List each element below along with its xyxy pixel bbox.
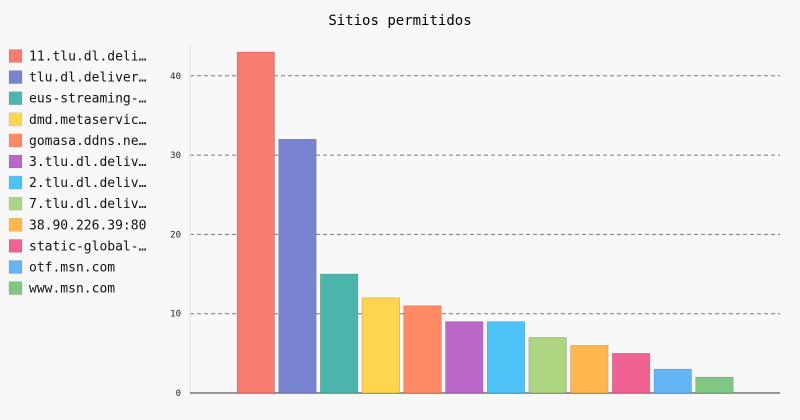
legend-label: tlu.dl.deliver…	[29, 71, 147, 86]
bar[interactable]	[445, 321, 484, 394]
y-tick-label: 20	[170, 230, 181, 240]
legend-swatch	[8, 175, 23, 190]
legend-label: gomasa.ddns.ne…	[29, 134, 147, 149]
legend-swatch	[8, 70, 23, 84]
bar[interactable]	[278, 138, 317, 394]
bar[interactable]	[236, 51, 275, 394]
bar[interactable]	[695, 376, 734, 394]
bar[interactable]	[320, 273, 359, 394]
legend-label: 38.90.226.39:80	[29, 218, 146, 233]
legend-swatch	[8, 218, 23, 232]
legend-swatch	[8, 281, 23, 295]
legend-swatch	[8, 239, 23, 253]
legend-label: 11.tlu.dl.deli…	[29, 50, 147, 65]
bar[interactable]	[653, 368, 692, 394]
legend-label: static-global-…	[29, 239, 147, 254]
legend-label: 7.tlu.dl.deliv…	[29, 197, 147, 212]
bar[interactable]	[570, 345, 609, 394]
bar[interactable]	[528, 337, 567, 394]
legend-swatch	[8, 91, 23, 105]
bar[interactable]	[361, 297, 400, 394]
y-tick-label: 30	[170, 151, 181, 161]
y-tick-label: 0	[176, 389, 181, 399]
bar[interactable]	[611, 353, 651, 394]
legend-swatch	[8, 260, 23, 274]
legend-label: dmd.metaservic…	[29, 113, 147, 128]
legend-swatch	[8, 196, 23, 211]
chart-title: Sitios permitidos	[328, 13, 471, 29]
legend-label: eus-streaming-…	[29, 92, 147, 107]
plot-area: 0 10 20 30 40	[170, 44, 780, 399]
legend-label: 3.tlu.dl.deliv…	[29, 155, 147, 170]
legend-swatch	[8, 154, 23, 169]
legend-swatch	[8, 112, 23, 127]
legend-label: www.msn.com	[29, 282, 115, 297]
bar[interactable]	[403, 305, 442, 394]
legend: 11.tlu.dl.deli… tlu.dl.deliver… eus-stream…	[8, 49, 147, 297]
y-tick-label: 10	[170, 310, 181, 320]
y-tick-label: 40	[170, 72, 181, 82]
legend-swatch	[8, 49, 23, 63]
legend-swatch	[8, 133, 23, 148]
bar[interactable]	[486, 321, 526, 394]
legend-label: 2.tlu.dl.deliv…	[29, 176, 147, 191]
legend-label: otf.msn.com	[29, 261, 115, 276]
